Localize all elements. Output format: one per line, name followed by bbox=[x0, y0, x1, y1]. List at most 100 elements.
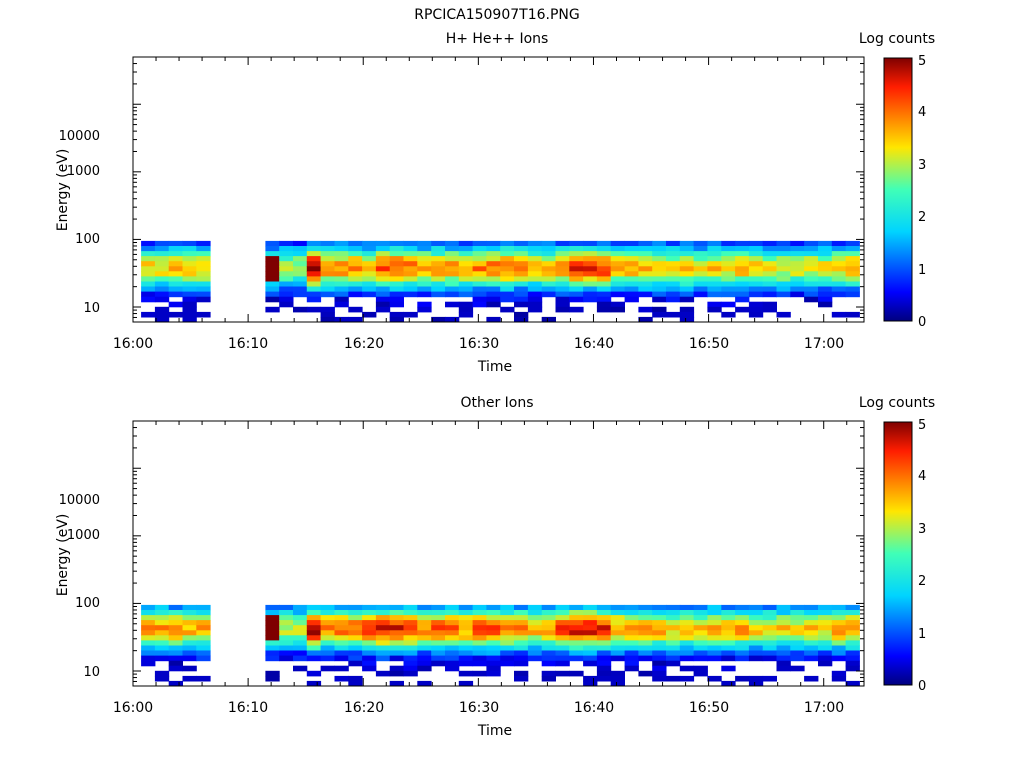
heatmap-cell bbox=[541, 251, 556, 257]
heatmap-cell bbox=[375, 266, 391, 272]
x-tick-label-1640: 16:40 bbox=[574, 336, 614, 352]
heatmap-cell bbox=[638, 635, 653, 641]
heatmap-cell bbox=[596, 240, 612, 247]
heatmap-cell bbox=[445, 291, 460, 298]
heatmap-cell bbox=[735, 291, 750, 298]
heatmap-cell bbox=[389, 650, 404, 657]
heatmap-cell bbox=[762, 291, 777, 298]
heatmap-cell bbox=[445, 650, 460, 657]
heatmap-cell bbox=[776, 615, 791, 621]
heatmap-cell bbox=[182, 240, 197, 247]
heatmap-cell bbox=[196, 240, 211, 247]
heatmap-cell bbox=[583, 635, 598, 641]
heatmap-cell bbox=[458, 635, 474, 641]
heatmap-cell bbox=[486, 261, 501, 267]
heatmap-cell bbox=[141, 286, 156, 293]
heatmap-cell bbox=[541, 610, 556, 616]
heatmap-cell bbox=[417, 680, 432, 687]
heatmap-cell bbox=[666, 630, 681, 636]
colorbar-tick-1: 1 bbox=[918, 627, 926, 642]
heatmap-cell bbox=[679, 246, 695, 252]
heatmap-cell bbox=[790, 615, 805, 621]
heatmap-cell bbox=[486, 670, 501, 677]
heatmap-cell bbox=[762, 635, 777, 641]
heatmap-cell bbox=[707, 281, 722, 288]
heatmap-cell bbox=[666, 604, 681, 611]
heatmap-cell bbox=[293, 620, 308, 626]
heatmap-cell bbox=[831, 670, 847, 677]
heatmap-cell bbox=[417, 610, 432, 616]
heatmap-cell bbox=[348, 306, 363, 313]
colorbar-tick-4: 4 bbox=[918, 469, 926, 484]
heatmap-cell bbox=[141, 625, 156, 631]
heatmap-cells bbox=[141, 240, 860, 323]
heatmap-cell bbox=[265, 625, 280, 631]
heatmap-cell bbox=[168, 311, 183, 318]
heatmap-cell bbox=[735, 640, 750, 646]
heatmap-cell bbox=[679, 296, 695, 303]
heatmap-cell bbox=[804, 281, 819, 288]
heatmap-cell bbox=[541, 246, 556, 252]
heatmap-cell bbox=[293, 665, 308, 672]
heatmap-cell bbox=[693, 640, 708, 646]
heatmap-cell bbox=[279, 640, 294, 646]
heatmap-cell bbox=[500, 655, 515, 662]
heatmap-cell bbox=[638, 256, 653, 262]
heatmap-cell bbox=[472, 615, 487, 621]
heatmap-cell bbox=[721, 645, 736, 652]
heatmap-cell bbox=[845, 635, 860, 641]
heatmap-cell bbox=[583, 251, 598, 257]
heatmap-cell bbox=[555, 240, 570, 247]
heatmap-cell bbox=[389, 655, 404, 662]
heatmap-cell bbox=[583, 650, 598, 657]
heatmap-cell bbox=[804, 610, 819, 616]
heatmap-cell bbox=[555, 286, 570, 293]
heatmap-cell bbox=[569, 296, 584, 303]
heatmap-cell bbox=[652, 266, 667, 272]
heatmap-cell bbox=[500, 615, 515, 621]
heatmap-cell bbox=[624, 291, 639, 298]
heatmap-cell bbox=[431, 615, 446, 621]
heatmap-cell bbox=[527, 301, 543, 308]
heatmap-cell bbox=[265, 645, 280, 652]
heatmap-cell bbox=[638, 650, 653, 657]
heatmap-cell bbox=[320, 645, 335, 652]
heatmap-cell bbox=[375, 650, 391, 657]
heatmap-cell bbox=[748, 256, 764, 262]
heatmap-cell bbox=[638, 630, 653, 636]
heatmap-cell bbox=[279, 296, 294, 303]
heatmap-cell bbox=[472, 670, 487, 677]
heatmap-cell bbox=[279, 240, 294, 247]
heatmap-cell bbox=[182, 620, 197, 626]
heatmap-cell bbox=[596, 675, 612, 682]
heatmap-cell bbox=[831, 604, 847, 611]
heatmap-cell bbox=[583, 240, 598, 247]
heatmap-cell bbox=[652, 306, 667, 313]
heatmap-cell bbox=[514, 604, 529, 611]
heatmap-cell bbox=[527, 296, 543, 303]
heatmap-cell bbox=[154, 306, 170, 313]
y-axis-label: Energy (eV) bbox=[55, 149, 71, 232]
heatmap-cell bbox=[375, 240, 391, 247]
heatmap-cell bbox=[845, 286, 860, 293]
heatmap-cell bbox=[362, 665, 377, 672]
heatmap-cell bbox=[514, 266, 529, 272]
heatmap-cell bbox=[375, 610, 391, 616]
heatmap-cell bbox=[776, 655, 791, 662]
heatmap-cell bbox=[555, 266, 570, 272]
heatmap-cell bbox=[445, 316, 460, 323]
heatmap-cell bbox=[141, 655, 156, 662]
heatmap-cell bbox=[555, 640, 570, 646]
heatmap-cell bbox=[348, 625, 363, 631]
heatmap-cell bbox=[154, 256, 170, 262]
heatmap-cell bbox=[445, 665, 460, 672]
heatmap-cell bbox=[154, 640, 170, 646]
heatmap-cell bbox=[541, 271, 556, 277]
heatmap-cell bbox=[431, 610, 446, 616]
heatmap-cell bbox=[362, 645, 377, 652]
heatmap-cell bbox=[514, 650, 529, 657]
heatmap-cell bbox=[721, 650, 736, 657]
heatmap-cell bbox=[500, 650, 515, 657]
heatmap-cell bbox=[431, 655, 446, 662]
heatmap-cell bbox=[569, 246, 584, 252]
